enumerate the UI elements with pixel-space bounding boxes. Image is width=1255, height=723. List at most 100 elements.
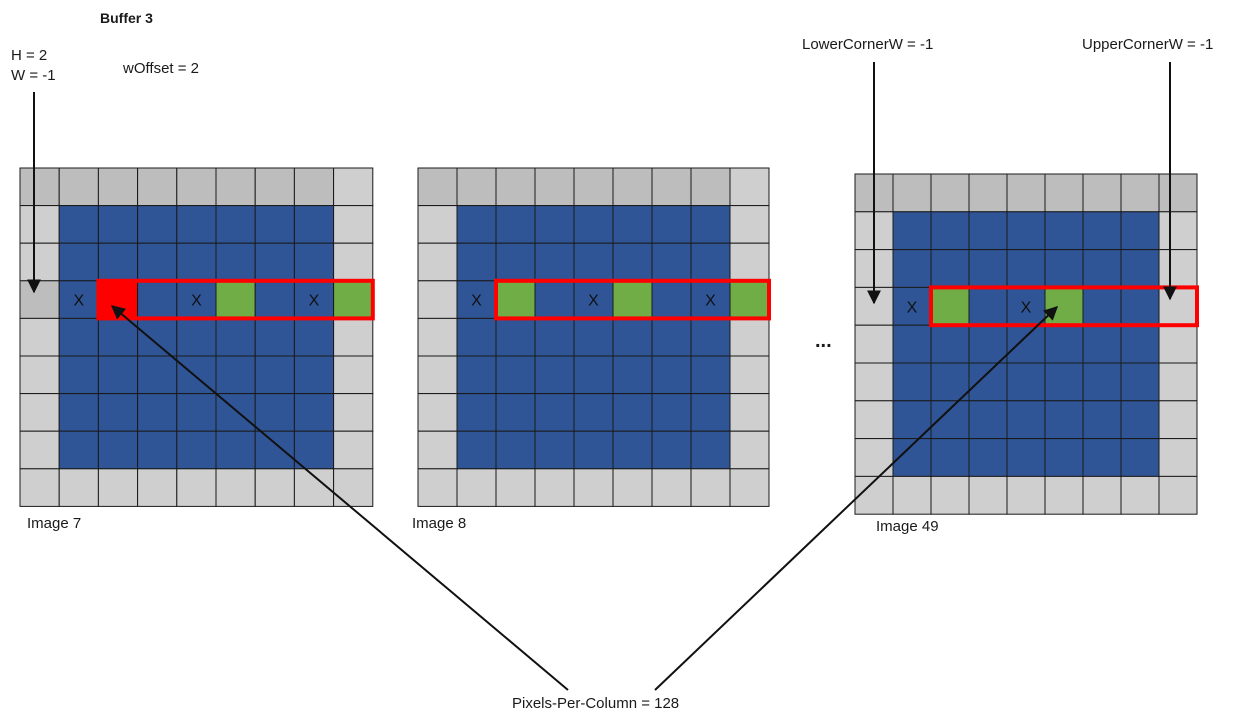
padding-cell bbox=[58, 468, 99, 507]
padding-cell bbox=[651, 468, 692, 507]
cell-x-mark: X bbox=[588, 293, 599, 310]
pixel-cell bbox=[1082, 362, 1122, 402]
padding-cell bbox=[19, 355, 60, 395]
padding-cell bbox=[729, 280, 770, 319]
padding-cell bbox=[333, 205, 374, 244]
padding-cell bbox=[1120, 475, 1160, 515]
padding-cell bbox=[930, 173, 970, 213]
padding-cell bbox=[254, 167, 295, 207]
pixel-cell bbox=[690, 317, 731, 357]
padding-cell bbox=[1158, 324, 1198, 364]
pixel-cell bbox=[968, 324, 1008, 364]
pixel-cell bbox=[495, 242, 536, 282]
pixel-cell bbox=[612, 242, 653, 282]
pixel-cell bbox=[968, 249, 1008, 288]
padding-cell bbox=[19, 242, 60, 282]
pixel-cell bbox=[690, 430, 731, 470]
pixel-cell bbox=[1044, 249, 1084, 288]
pixel-cell bbox=[651, 393, 692, 432]
padding-cell bbox=[612, 167, 653, 207]
pixel-cell bbox=[456, 393, 497, 432]
padding-cell bbox=[892, 475, 932, 515]
pixel-cell bbox=[495, 205, 536, 244]
pixel-cell bbox=[293, 317, 335, 357]
pixel-cell bbox=[254, 205, 295, 244]
cell-x-mark: X bbox=[309, 293, 320, 310]
pixel-cell bbox=[97, 205, 139, 244]
pixel-cell bbox=[254, 430, 295, 470]
pixel-cell bbox=[968, 438, 1008, 477]
pixel-cell bbox=[1082, 249, 1122, 288]
pixel-cell bbox=[176, 430, 217, 470]
pixel-cell bbox=[215, 317, 256, 357]
pixel-cell bbox=[58, 242, 99, 282]
pixel-cell bbox=[612, 393, 653, 432]
pixel-cell bbox=[176, 317, 217, 357]
pixel-cell bbox=[137, 242, 178, 282]
pixel-cell bbox=[1120, 438, 1160, 477]
padding-cell bbox=[495, 167, 536, 207]
pixel-cell bbox=[1082, 400, 1122, 440]
pixel-cell bbox=[58, 317, 99, 357]
pixel-cell bbox=[293, 355, 335, 395]
pixel-cell bbox=[573, 280, 614, 319]
padding-cell bbox=[417, 355, 458, 395]
pixel-cell bbox=[58, 430, 99, 470]
pixel-cell bbox=[1082, 324, 1122, 364]
pixel-cell bbox=[573, 242, 614, 282]
padding-cell bbox=[176, 167, 217, 207]
buffer-title: Buffer 3 bbox=[100, 10, 153, 26]
padding-cell bbox=[19, 280, 60, 319]
pixel-cell bbox=[1006, 324, 1046, 364]
padding-cell bbox=[417, 242, 458, 282]
pixel-cell bbox=[930, 211, 970, 251]
padding-cell bbox=[930, 475, 970, 515]
padding-cell bbox=[1044, 173, 1084, 213]
image-8-label: Image 8 bbox=[412, 515, 467, 532]
pixel-cell bbox=[573, 355, 614, 395]
padding-cell bbox=[1082, 173, 1122, 213]
pixel-cell bbox=[892, 211, 932, 251]
padding-cell bbox=[19, 205, 60, 244]
padding-cell bbox=[854, 362, 894, 402]
padding-cell bbox=[690, 167, 731, 207]
cell-x-mark: X bbox=[191, 293, 202, 310]
pixel-cell bbox=[456, 317, 497, 357]
padding-cell bbox=[1006, 475, 1046, 515]
ellipsis: ... bbox=[815, 330, 832, 352]
pixel-cell bbox=[215, 242, 256, 282]
padding-cell bbox=[19, 167, 60, 207]
pixels-per-column-label: Pixels-Per-Column = 128 bbox=[512, 695, 680, 712]
pixel-cell bbox=[254, 393, 295, 432]
pixel-cell bbox=[215, 430, 256, 470]
padding-cell bbox=[1006, 173, 1046, 213]
padding-cell bbox=[333, 393, 374, 432]
pixel-cell bbox=[573, 317, 614, 357]
cell-x-mark: X bbox=[471, 293, 482, 310]
padding-cell bbox=[333, 430, 374, 470]
pixel-cell bbox=[534, 205, 575, 244]
pixel-cell bbox=[534, 355, 575, 395]
pixel-cell bbox=[1120, 249, 1160, 288]
pixel-cell bbox=[1006, 211, 1046, 251]
pixel-cell bbox=[1120, 211, 1160, 251]
padding-cell bbox=[1120, 173, 1160, 213]
pixel-cell bbox=[892, 324, 932, 364]
pixel-cell bbox=[930, 438, 970, 477]
pixel-cell bbox=[495, 430, 536, 470]
padding-cell bbox=[19, 317, 60, 357]
pixel-cell bbox=[293, 242, 335, 282]
padding-cell bbox=[729, 355, 770, 395]
padding-cell bbox=[1158, 249, 1198, 288]
pixel-cell bbox=[293, 430, 335, 470]
padding-cell bbox=[417, 317, 458, 357]
pixel-cell bbox=[1082, 286, 1122, 326]
padding-cell bbox=[417, 468, 458, 507]
pixel-cell bbox=[573, 430, 614, 470]
padding-cell bbox=[729, 393, 770, 432]
padding-cell bbox=[573, 167, 614, 207]
upper-corner-w-label: UpperCornerW = -1 bbox=[1082, 36, 1214, 53]
